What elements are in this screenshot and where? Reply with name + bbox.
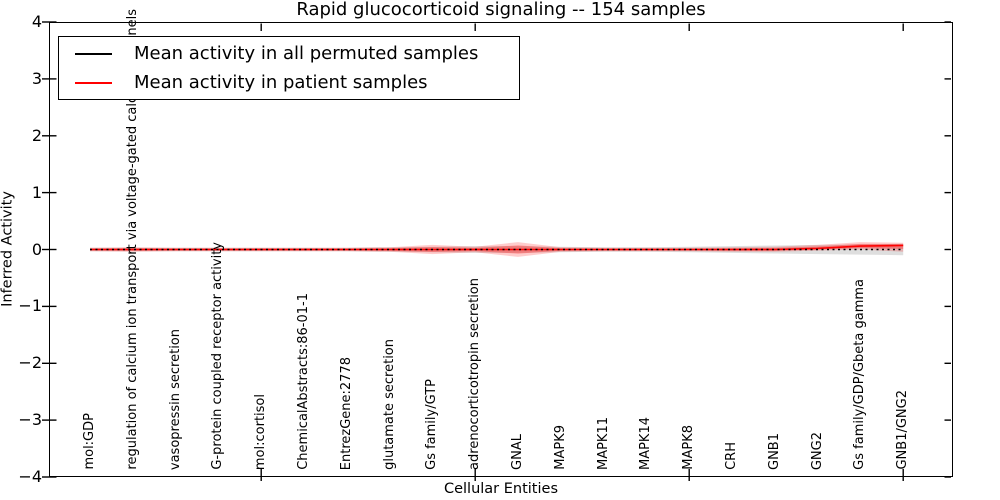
y-tick-label: −4 <box>18 467 42 486</box>
legend: Mean activity in all permuted samples Me… <box>58 36 520 100</box>
x-tick-label: vasopressin secretion <box>167 328 183 470</box>
x-tick-label: GNAL <box>510 434 525 470</box>
y-tick-label: 4 <box>31 12 42 31</box>
y-tick-label: −1 <box>18 296 42 316</box>
x-tick-label: MAPK14 <box>638 416 654 470</box>
x-axis-title: Cellular Entities <box>443 481 559 497</box>
x-tick-label: MAPK8 <box>681 425 697 470</box>
y-tick-label: −3 <box>18 410 42 430</box>
x-tick-label: mol:GDP <box>82 413 97 470</box>
x-tick-label: Gs family/GDP/Gbeta gamma <box>852 279 868 470</box>
x-tick-label: MAPK9 <box>552 425 568 470</box>
x-tick-label: GNB1 <box>766 433 782 470</box>
x-tick-label: mol:cortisol <box>253 393 269 470</box>
y-tick-label: −2 <box>18 353 42 373</box>
x-tick-label: GNG2 <box>809 431 825 470</box>
chart-title: Rapid glucocorticoid signaling -- 154 sa… <box>296 0 706 20</box>
x-tick-label: G-protein coupled receptor activity <box>210 242 226 470</box>
x-tick-label: CRH <box>724 442 739 470</box>
y-tick-label: 2 <box>31 125 42 145</box>
y-tick-label: 3 <box>31 68 42 88</box>
legend-label-permuted: Mean activity in all permuted samples <box>134 42 479 64</box>
x-tick-label: EntrezGene:2778 <box>338 356 354 470</box>
patient-line-sample-icon <box>75 81 112 84</box>
y-tick-label: 1 <box>31 182 42 202</box>
x-tick-label: glutamate secretion <box>381 339 397 470</box>
x-tick-label: GNB1/GNG2 <box>895 390 911 470</box>
x-tick-label: Gs family/GTP <box>424 379 440 470</box>
permuted-line-sample-icon <box>75 52 112 55</box>
x-tick-label: ChemicalAbstracts:86-01-1 <box>296 293 311 470</box>
legend-label-patient: Mean activity in patient samples <box>134 71 428 93</box>
legend-item-permuted: Mean activity in all permuted samples <box>75 43 519 65</box>
x-tick-label: adrenocorticotropin secretion <box>467 278 483 470</box>
y-tick-label: 0 <box>31 239 42 259</box>
legend-item-patient: Mean activity in patient samples <box>75 72 519 94</box>
x-tick-label: MAPK11 <box>595 416 611 470</box>
